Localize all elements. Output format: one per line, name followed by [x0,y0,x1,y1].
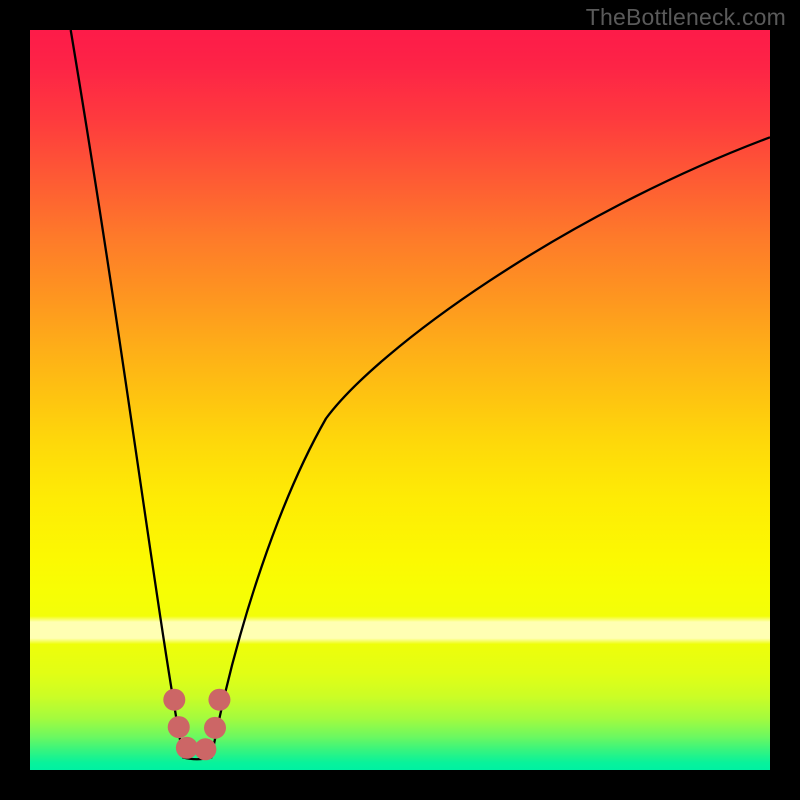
valley-marker-dot [194,738,216,760]
valley-marker-dot [163,689,185,711]
plot-background [30,30,770,770]
valley-marker-dot [168,716,190,738]
watermark-text: TheBottleneck.com [586,4,786,31]
valley-marker-dot [208,689,230,711]
chart-container: TheBottleneck.com [0,0,800,800]
bottleneck-chart [0,0,800,800]
valley-marker-dot [204,717,226,739]
